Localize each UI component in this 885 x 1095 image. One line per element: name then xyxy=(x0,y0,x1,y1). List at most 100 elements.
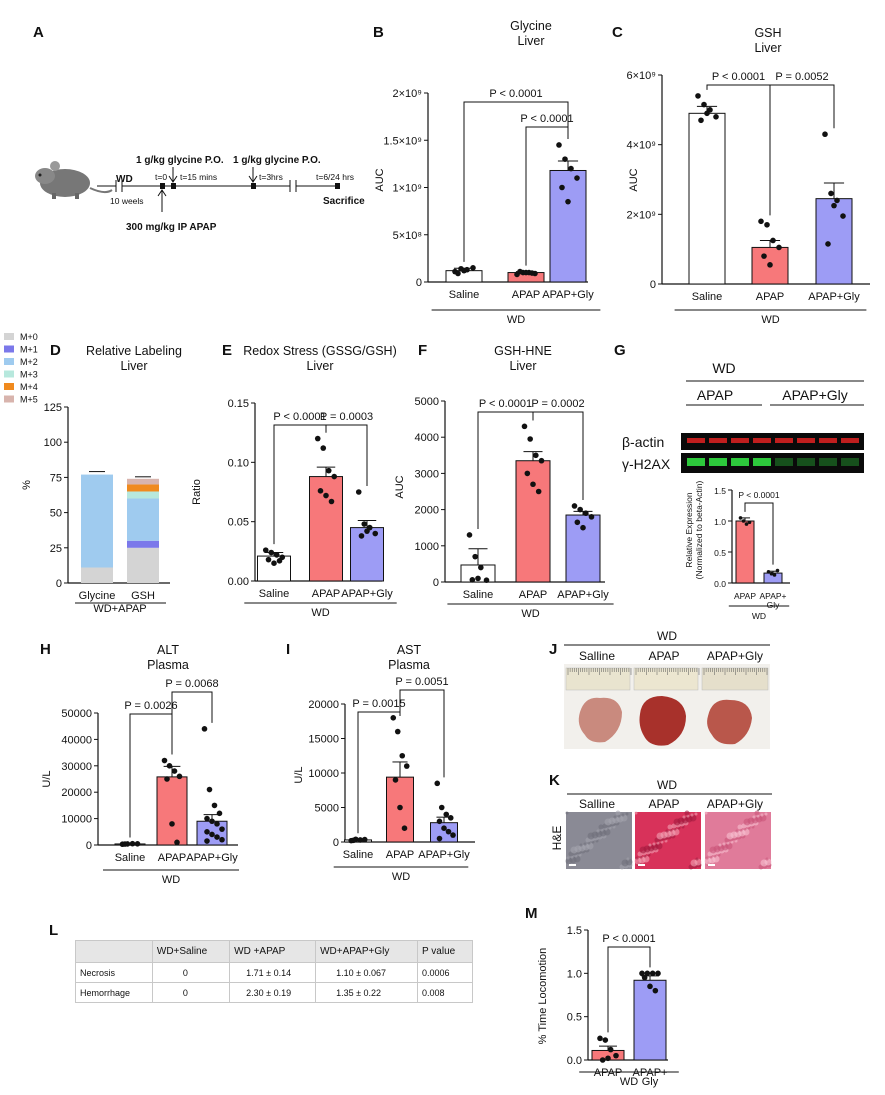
t3-label: t=3hrs xyxy=(259,172,283,182)
tissue-speck xyxy=(621,859,629,867)
panel-label-h: H xyxy=(40,641,51,658)
histology-texture xyxy=(565,810,772,870)
data-point xyxy=(171,768,178,774)
y-tick-label: 1.5 xyxy=(567,925,582,937)
tissue-speck xyxy=(704,811,708,815)
western-col-apap: APAP xyxy=(697,387,733,403)
tissue-speck xyxy=(587,832,595,840)
y-tick-label: 15000 xyxy=(308,734,339,746)
tissue-speck xyxy=(665,829,669,833)
tissue-speck xyxy=(735,829,739,833)
segment-m1 xyxy=(127,540,159,548)
y-axis-label: U/L xyxy=(293,766,305,783)
liver-apap xyxy=(639,696,686,746)
tissue-speck xyxy=(621,813,625,817)
tissue-speck xyxy=(718,843,722,847)
x-tick-label: APAP xyxy=(158,852,187,864)
x-tick-label: Saline xyxy=(449,289,480,301)
chart-title: ALT xyxy=(157,643,179,657)
data-point xyxy=(219,826,225,832)
chart-title: Liver xyxy=(517,34,544,48)
data-point xyxy=(574,175,580,181)
y-tick-label: 50000 xyxy=(61,708,92,720)
data-point xyxy=(276,558,283,564)
table-cell: 0 xyxy=(151,982,231,1003)
significance-bracket xyxy=(607,946,651,1033)
data-point xyxy=(649,970,656,977)
segment-m3 xyxy=(127,491,159,499)
tissue-speck xyxy=(667,824,673,830)
photo-label-gly: APAP+Gly xyxy=(707,649,763,663)
data-point xyxy=(770,237,776,244)
x-tick-label: APAP+Gly xyxy=(542,289,594,301)
data-point xyxy=(647,983,653,990)
legend-swatch xyxy=(4,345,14,353)
data-point xyxy=(397,804,403,811)
tissue-speck xyxy=(626,857,630,861)
p-value-label: P = 0.0003 xyxy=(320,411,373,423)
y-tick-label: 10000 xyxy=(308,768,339,780)
data-point xyxy=(822,131,828,138)
histology-score-table: WD+Saline WD +APAP WD+APAP+Gly P value N… xyxy=(75,940,473,1003)
chart-title: Redox Stress (GSSG/GSH) xyxy=(243,344,397,358)
tissue-speck xyxy=(598,824,604,830)
data-point xyxy=(475,575,481,582)
data-point xyxy=(441,825,447,831)
tissue-speck xyxy=(615,810,621,816)
data-point xyxy=(597,1035,603,1042)
h2ax-band xyxy=(687,458,705,466)
data-point xyxy=(568,165,574,172)
tissue-speck xyxy=(566,856,570,860)
y-tick-label: 1.0 xyxy=(714,517,726,527)
data-point xyxy=(392,777,399,783)
y-tick-label: 5000 xyxy=(315,803,339,815)
y-tick-label: 40000 xyxy=(61,734,92,746)
y-tick-label: 30000 xyxy=(61,761,92,773)
data-point xyxy=(713,114,719,120)
y-tick-label: 10000 xyxy=(61,814,92,826)
table-header-cell: WD+Saline xyxy=(151,940,231,963)
data-point xyxy=(580,524,586,531)
tissue-speck xyxy=(682,815,686,819)
data-point xyxy=(314,435,321,442)
blot-bands xyxy=(687,438,859,466)
significance-bracket xyxy=(525,126,569,266)
data-point xyxy=(831,202,837,209)
data-point xyxy=(538,457,545,464)
table-cell: Necrosis xyxy=(75,962,153,983)
y-tick-label: 0.0 xyxy=(567,1055,582,1067)
tissue-speck xyxy=(709,846,717,854)
bar-apap-gly xyxy=(350,527,384,582)
tissue-speck xyxy=(760,813,764,817)
data-point xyxy=(129,840,136,847)
significance-bracket xyxy=(325,424,368,486)
data-point xyxy=(524,470,531,477)
chart-title: Plasma xyxy=(147,658,189,672)
x-tick-label: Gly xyxy=(767,600,781,610)
x-tick-label: Saline xyxy=(463,589,494,601)
western-group-label: WD xyxy=(712,360,735,376)
tissue-speck xyxy=(743,818,751,826)
tissue-speck xyxy=(765,857,769,861)
photos-group-label: WD xyxy=(657,629,677,643)
panel-label-e: E xyxy=(222,342,232,359)
panel-label-b: B xyxy=(373,24,384,41)
tissue-speck xyxy=(648,843,652,847)
y-tick-label: 0.05 xyxy=(228,517,249,529)
p-value-label: P = 0.0068 xyxy=(165,678,218,690)
data-point xyxy=(361,521,368,527)
panel-label-a: A xyxy=(33,24,44,41)
data-point xyxy=(320,445,327,451)
legend-label: M+5 xyxy=(20,395,38,405)
tissue-speck xyxy=(754,810,760,816)
segment-m0 xyxy=(81,567,113,583)
y-tick-label: 75 xyxy=(50,472,62,484)
x-tick-label: APAP xyxy=(594,1067,623,1079)
data-point xyxy=(317,488,324,494)
tissue-speck xyxy=(690,859,698,867)
tissue-speck xyxy=(604,818,612,826)
y-tick-label: 2×10⁹ xyxy=(627,209,657,221)
legend-label: M+4 xyxy=(20,382,38,392)
photo-label-saline: Salline xyxy=(579,649,615,663)
